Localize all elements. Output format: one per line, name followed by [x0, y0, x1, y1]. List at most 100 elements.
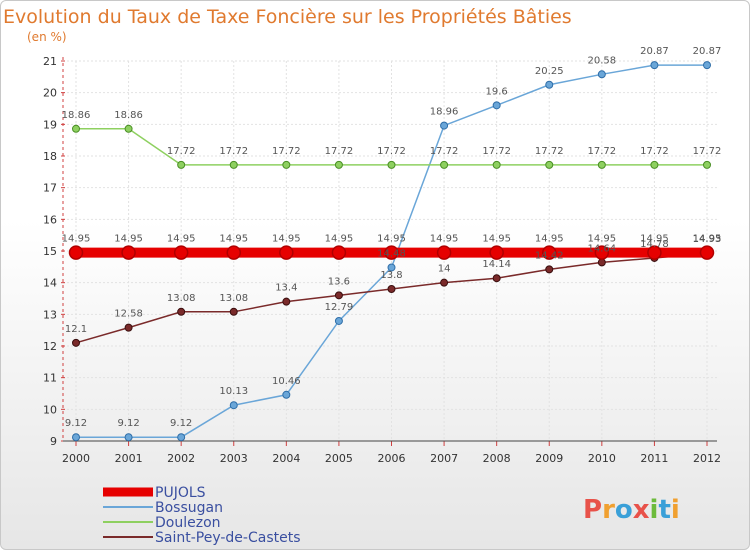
x-tick-label: 2003	[220, 452, 248, 465]
data-point	[177, 160, 186, 169]
data-label: 17.72	[377, 146, 406, 157]
x-tick-label: 2011	[640, 452, 668, 465]
data-point	[545, 265, 554, 274]
data-point	[699, 245, 715, 260]
data-label: 17.72	[430, 146, 459, 157]
x-tick-label: 2000	[62, 452, 90, 465]
logo-letter: i	[650, 495, 659, 525]
y-tick-label: 18	[43, 150, 57, 163]
data-point	[282, 390, 291, 399]
data-point	[121, 245, 136, 260]
data-point	[229, 401, 238, 410]
logo-letter: r	[602, 495, 615, 525]
data-label: 14.95	[114, 234, 143, 245]
y-tick-label: 17	[43, 182, 57, 195]
data-label: 9.12	[117, 418, 139, 429]
data-label: 13.8	[380, 270, 402, 281]
data-point	[177, 307, 186, 316]
data-point	[282, 297, 291, 306]
y-tick-label: 15	[43, 245, 57, 258]
data-point	[647, 245, 662, 260]
data-point	[703, 160, 711, 169]
legend-label: Saint-Pey-de-Castets	[155, 530, 301, 546]
data-label: 14.95	[693, 234, 722, 245]
data-label: 14.14	[482, 259, 511, 270]
data-point	[492, 274, 501, 283]
x-tick-label: 2012	[693, 452, 721, 465]
data-label: 14.95	[535, 234, 564, 245]
data-label: 17.72	[325, 146, 354, 157]
logo-letter: t	[658, 495, 670, 525]
data-point	[279, 245, 294, 260]
data-label: 14.95	[377, 234, 406, 245]
data-label: 10.13	[219, 386, 248, 397]
data-label: 14.95	[272, 234, 301, 245]
axes: 9 10 11 12 13 14 15 16 17 18 19 20 21 2000 2001 2002 200…	[43, 55, 721, 465]
data-label: 18.86	[62, 110, 91, 121]
data-point	[597, 258, 606, 267]
data-point	[492, 160, 501, 169]
data-label: 17.72	[693, 146, 722, 157]
x-tick-label: 2009	[535, 452, 563, 465]
data-point	[173, 245, 189, 260]
legend-label: Doulezon	[155, 515, 221, 531]
x-tick-label: 2002	[167, 452, 195, 465]
data-point	[545, 160, 554, 169]
y-tick-label: 9	[50, 435, 57, 448]
data-label: 14.48	[377, 248, 406, 259]
data-label: 14.95	[62, 234, 91, 245]
data-label: 12.58	[114, 309, 143, 320]
legend: PUJOLSBossuganDoulezonSaint-Pey-de-Caste…	[103, 485, 301, 546]
data-label: 13.08	[219, 293, 248, 304]
data-point	[229, 307, 238, 316]
data-label: 17.72	[167, 146, 196, 157]
data-point	[334, 160, 343, 169]
data-label: 18.96	[430, 107, 459, 118]
data-point	[594, 245, 610, 260]
logo-letter: i	[671, 495, 680, 525]
y-tick-label: 14	[43, 277, 57, 290]
data-point	[545, 80, 554, 89]
chart-subtitle: (en %)	[27, 30, 67, 44]
logo-letter: o	[615, 495, 633, 525]
data-label: 12.79	[325, 302, 354, 313]
data-point	[384, 245, 399, 260]
y-tick-label: 16	[43, 213, 57, 226]
data-point	[387, 285, 396, 293]
data-label: 14.95	[167, 234, 196, 245]
data-point	[334, 316, 343, 325]
data-point	[703, 61, 711, 70]
data-label: 10.46	[272, 376, 301, 387]
x-tick-label: 2001	[115, 452, 143, 465]
data-point	[542, 245, 557, 260]
data-point	[72, 338, 80, 347]
x-tick-label: 2005	[325, 452, 353, 465]
data-label: 17.72	[272, 146, 301, 157]
data-point	[597, 160, 606, 169]
data-label: 14.95	[588, 234, 617, 245]
data-point	[597, 70, 606, 79]
data-point	[72, 124, 80, 133]
data-label: 20.87	[693, 46, 722, 57]
y-tick-label: 19	[43, 118, 57, 131]
data-label: 12.1	[65, 324, 87, 335]
data-labels: 14.95 14.95 14.95 14.95 14.95 14.95 14.95 14.95…	[62, 46, 722, 429]
data-point	[331, 245, 347, 260]
data-point	[124, 323, 133, 332]
data-label: 14.42	[535, 250, 564, 261]
data-label: 17.72	[219, 146, 248, 157]
data-label: 14.95	[482, 234, 511, 245]
data-point	[124, 433, 133, 442]
data-label: 14.95	[325, 234, 354, 245]
data-label: 9.12	[65, 418, 87, 429]
data-point	[440, 121, 449, 130]
data-label: 20.58	[588, 55, 617, 66]
data-point	[72, 433, 80, 442]
data-point	[226, 245, 241, 260]
data-label: 20.25	[535, 66, 564, 77]
data-point	[650, 160, 659, 169]
data-point	[436, 245, 452, 260]
data-point	[124, 124, 133, 133]
